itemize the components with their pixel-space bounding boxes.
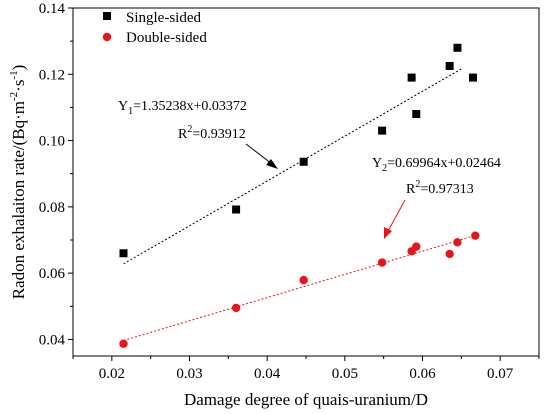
data-point bbox=[378, 126, 387, 135]
data-point bbox=[377, 258, 387, 267]
y-axis-title-sup2: -1 bbox=[8, 70, 20, 79]
data-point bbox=[299, 157, 308, 166]
data-point bbox=[412, 110, 421, 119]
y-tick-label: 0.08 bbox=[39, 200, 65, 216]
y-axis-title-sup1: -2 bbox=[8, 92, 20, 101]
y-tick-label: 0.12 bbox=[39, 67, 65, 83]
data-points bbox=[119, 43, 480, 348]
data-point bbox=[445, 249, 454, 259]
equation-single-sided: Y1=1.35238x+0.03372 R2=0.93912 bbox=[118, 99, 278, 169]
y-axis-title: Radon exhalaiton rate/(Bq·m-2·s-1) bbox=[8, 65, 28, 300]
data-point bbox=[445, 62, 454, 70]
data-point bbox=[119, 339, 128, 348]
y-axis-ticks: 0.04 0.06 0.08 0.10 0.12 0.14 bbox=[39, 1, 73, 348]
x-tick-label: 0.03 bbox=[176, 366, 202, 382]
data-point bbox=[299, 275, 308, 285]
y-axis-title-base: Radon exhalaiton rate/(Bq·m bbox=[9, 101, 28, 299]
y-tick-label: 0.04 bbox=[39, 332, 66, 348]
legend-label-double-sided: Double-sided bbox=[126, 30, 207, 46]
y-axis-title-end: ) bbox=[9, 65, 28, 71]
trend-line bbox=[123, 234, 476, 341]
data-point bbox=[231, 303, 241, 313]
r2-label-single-sided: R2=0.93912 bbox=[178, 124, 246, 142]
data-point bbox=[412, 242, 421, 251]
data-point bbox=[453, 43, 462, 52]
y-tick-label: 0.10 bbox=[39, 134, 65, 150]
data-point bbox=[468, 73, 477, 82]
x-tick-label: 0.04 bbox=[254, 366, 281, 382]
data-point bbox=[453, 238, 462, 247]
data-point bbox=[232, 205, 241, 214]
arrow-single-sided bbox=[245, 143, 273, 165]
legend-marker-single-sided bbox=[103, 12, 111, 20]
trend-line bbox=[123, 67, 464, 265]
y-axis-title-mid: ·s bbox=[9, 80, 28, 92]
equation-label-single-sided: Y1=1.35238x+0.03372 bbox=[118, 99, 247, 117]
x-tick-label: 0.06 bbox=[409, 366, 436, 382]
x-tick-label: 0.02 bbox=[99, 366, 125, 382]
arrow-double-sided bbox=[386, 199, 406, 234]
x-tick-label: 0.05 bbox=[332, 366, 358, 382]
trend-lines bbox=[123, 67, 476, 341]
data-point bbox=[119, 249, 128, 258]
x-tick-label: 0.07 bbox=[487, 366, 514, 382]
legend-label-single-sided: Single-sided bbox=[126, 10, 201, 26]
legend-marker-double-sided bbox=[102, 32, 112, 42]
x-axis-ticks: 0.02 0.03 0.04 0.05 0.06 0.07 bbox=[72, 356, 540, 382]
legend: Single-sided Double-sided bbox=[102, 10, 207, 46]
data-point bbox=[407, 73, 416, 82]
y-tick-label: 0.06 bbox=[39, 266, 66, 282]
arrowhead-double-sided bbox=[384, 227, 392, 239]
data-point bbox=[471, 231, 480, 240]
x-axis-title: Damage degree of quais-uranium/D bbox=[184, 390, 428, 409]
y-tick-label: 0.14 bbox=[39, 1, 66, 17]
arrowhead-single-sided bbox=[266, 159, 278, 169]
r2-label-double-sided: R2=0.97313 bbox=[406, 179, 474, 197]
equation-label-double-sided: Y2=0.69964x+0.02464 bbox=[372, 156, 501, 174]
equation-double-sided: Y2=0.69964x+0.02464 R2=0.97313 bbox=[372, 156, 501, 239]
